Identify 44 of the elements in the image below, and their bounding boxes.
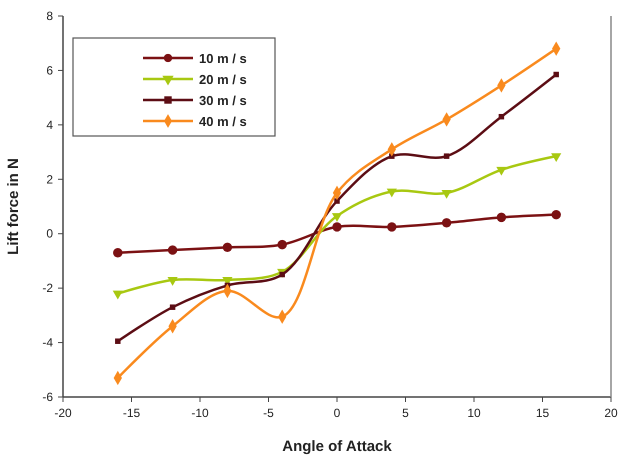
point bbox=[551, 210, 561, 220]
legend-label: 10 m / s bbox=[199, 51, 247, 66]
point bbox=[442, 190, 452, 199]
x-tick-label: 15 bbox=[536, 406, 550, 420]
x-tick-label: 5 bbox=[402, 406, 410, 420]
point bbox=[332, 213, 342, 222]
point bbox=[496, 212, 506, 222]
legend-label: 20 m / s bbox=[199, 72, 247, 87]
x-tick-label: -20 bbox=[54, 406, 72, 420]
point bbox=[112, 290, 123, 300]
point bbox=[168, 277, 178, 286]
y-tick-label: 2 bbox=[46, 172, 54, 186]
point bbox=[551, 153, 562, 162]
x-tick-label: -15 bbox=[122, 406, 140, 420]
y-tick-label: 6 bbox=[46, 63, 54, 78]
x-axis-title: Angle of Attack bbox=[282, 438, 392, 455]
y-tick-label: -4 bbox=[42, 336, 54, 350]
x-tick-label: 20 bbox=[604, 406, 618, 420]
point bbox=[170, 304, 176, 310]
point bbox=[168, 245, 178, 255]
point bbox=[387, 222, 397, 232]
point bbox=[332, 222, 342, 232]
point bbox=[498, 114, 504, 120]
x-tick-label: 0 bbox=[334, 406, 341, 420]
y-tick-label: -2 bbox=[42, 281, 54, 296]
x-tick-label: -10 bbox=[191, 406, 209, 420]
x-tick-label: 10 bbox=[467, 406, 481, 420]
y-tick-label: 4 bbox=[46, 118, 54, 132]
point bbox=[277, 240, 287, 250]
point bbox=[553, 72, 559, 78]
point bbox=[496, 166, 506, 176]
y-axis-title: Lift force in N bbox=[5, 158, 22, 255]
point bbox=[113, 248, 123, 258]
point bbox=[222, 242, 232, 252]
legend-label: 40 m / s bbox=[199, 114, 247, 129]
point bbox=[115, 338, 121, 344]
y-tick-label: -6 bbox=[42, 390, 54, 404]
point bbox=[386, 188, 397, 198]
y-tick-label: 8 bbox=[46, 9, 54, 23]
legend-label: 30 m / s bbox=[199, 93, 247, 108]
y-tick-label: 0 bbox=[46, 226, 54, 241]
point bbox=[442, 218, 452, 228]
x-tick-label: -5 bbox=[263, 406, 274, 420]
point bbox=[444, 153, 450, 159]
